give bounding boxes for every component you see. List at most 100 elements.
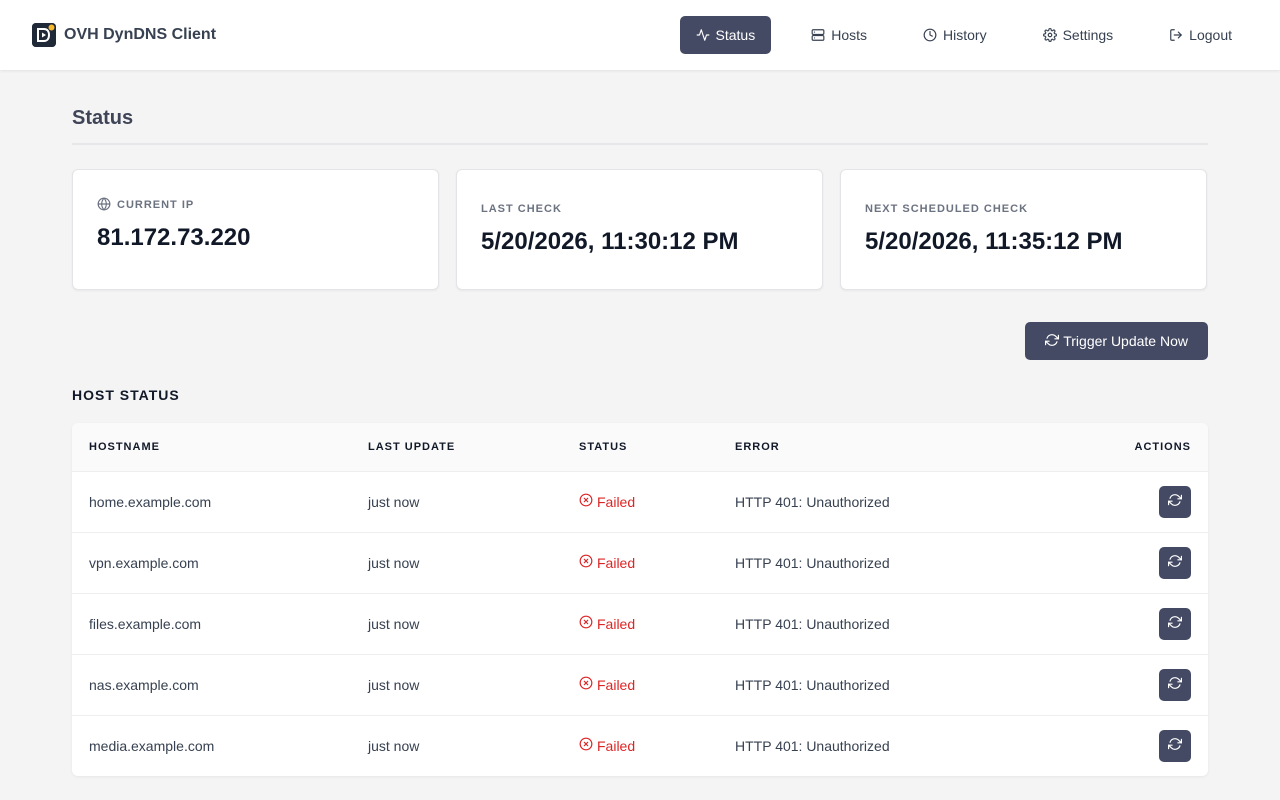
trigger-update-label: Trigger Update Now <box>1063 333 1188 349</box>
refresh-icon <box>1168 615 1182 632</box>
row-refresh-button[interactable] <box>1159 546 1191 579</box>
cell-hostname: media.example.com <box>89 737 215 754</box>
table-row: files.example.com just now Failed HTTP 4… <box>72 593 1208 655</box>
clock-icon <box>923 28 937 42</box>
globe-icon <box>97 197 111 214</box>
cell-error: HTTP 401: Unauthorized <box>718 593 1050 655</box>
cell-last-update: just now <box>351 471 562 533</box>
summary-cards: CURRENT IP 81.172.73.220 LAST CHECK 5/20… <box>72 169 1208 290</box>
nav-history-label: History <box>943 27 987 43</box>
main-content: Status CURRENT IP 81.172.73.220 LAST CHE… <box>72 70 1208 776</box>
status-badge: Failed <box>579 554 635 571</box>
cell-last-update: just now <box>368 737 420 754</box>
nav-settings-label: Settings <box>1062 27 1114 43</box>
x-circle-icon <box>579 615 593 632</box>
status-label: Failed <box>597 493 636 510</box>
cell-hostname: vpn.example.com <box>72 532 351 594</box>
next-check-value: 5/20/2026, 11:35:12 PM <box>865 228 1123 255</box>
cell-hostname: nas.example.com <box>72 654 351 716</box>
nav-status[interactable]: Status <box>679 16 772 54</box>
cell-last-update: just now <box>351 532 562 594</box>
top-navbar: OVH DynDNS Client Status Hosts History S… <box>0 0 1280 70</box>
status-badge: Failed <box>579 737 635 754</box>
nav-hosts[interactable]: Hosts <box>795 16 883 54</box>
cell-status: Failed <box>562 532 718 594</box>
host-status-table-card: HOSTNAME LAST UPDATE STATUS ERROR ACTION… <box>72 423 1208 776</box>
activity-icon <box>696 28 710 42</box>
x-circle-icon <box>579 493 593 510</box>
nav-history[interactable]: History <box>907 16 1003 54</box>
refresh-icon <box>1045 333 1060 350</box>
status-badge: Failed <box>579 615 635 632</box>
cell-error: HTTP 401: Unauthorized <box>718 654 1050 716</box>
status-badge: Failed <box>579 676 635 693</box>
status-label: Failed <box>597 676 636 693</box>
nav-settings[interactable]: Settings <box>1027 16 1130 54</box>
table-row: home.example.com just now Failed HTTP 40… <box>72 471 1208 533</box>
row-refresh-button[interactable] <box>1159 729 1191 762</box>
cell-status: Failed <box>562 471 718 533</box>
main-nav: Status Hosts History Settings Logout <box>672 16 1248 54</box>
cell-status: Failed <box>562 715 718 776</box>
last-check-value: 5/20/2026, 11:30:12 PM <box>481 228 739 255</box>
col-actions: ACTIONS <box>1049 423 1208 472</box>
cell-error: HTTP 401: Unauthorized <box>718 532 1050 594</box>
host-status-title: HOST STATUS <box>72 387 180 403</box>
x-circle-icon <box>579 554 593 571</box>
cell-last-update: just now <box>351 654 562 716</box>
cell-actions <box>1049 593 1208 655</box>
cell-hostname: files.example.com <box>72 593 351 655</box>
trigger-update-button[interactable]: Trigger Update Now <box>1025 322 1208 360</box>
table-row: media.example.com just now Failed HTTP 4… <box>72 715 1208 776</box>
last-check-card: LAST CHECK 5/20/2026, 11:30:12 PM <box>456 169 823 290</box>
cell-status: Failed <box>562 593 718 655</box>
table-row: nas.example.com just now Failed HTTP 401… <box>72 654 1208 716</box>
next-check-card: NEXT SCHEDULED CHECK 5/20/2026, 11:35:12… <box>840 169 1207 290</box>
refresh-icon <box>1168 493 1182 510</box>
cell-actions <box>1049 654 1208 716</box>
x-circle-icon <box>579 737 593 754</box>
page-title: Status <box>72 107 1208 145</box>
current-ip-label: CURRENT IP <box>117 199 195 211</box>
app-title: OVH DynDNS Client <box>64 26 217 43</box>
refresh-icon <box>1168 676 1182 693</box>
current-ip-value: 81.172.73.220 <box>97 224 251 251</box>
table-row: vpn.example.com just now Failed HTTP 401… <box>72 532 1208 594</box>
cell-error: HTTP 401: Unauthorized <box>735 737 890 754</box>
nav-hosts-label: Hosts <box>831 27 868 43</box>
cell-actions <box>1049 715 1208 776</box>
col-last-update: LAST UPDATE <box>351 423 562 472</box>
row-refresh-button[interactable] <box>1159 485 1191 518</box>
next-check-label: NEXT SCHEDULED CHECK <box>865 203 1029 215</box>
cell-hostname: home.example.com <box>72 471 351 533</box>
status-label: Failed <box>597 737 636 754</box>
nav-status-label: Status <box>715 27 756 43</box>
actions-row: Trigger Update Now <box>72 322 1208 360</box>
last-check-label: LAST CHECK <box>481 203 562 215</box>
col-error: ERROR <box>718 423 1050 472</box>
status-label: Failed <box>597 615 636 632</box>
cell-actions <box>1049 532 1208 594</box>
col-hostname: HOSTNAME <box>72 423 351 472</box>
refresh-icon <box>1168 554 1182 571</box>
cell-actions <box>1049 471 1208 533</box>
nav-logout[interactable]: Logout <box>1153 16 1248 54</box>
row-refresh-button[interactable] <box>1159 607 1191 640</box>
gear-icon <box>1042 28 1057 42</box>
current-ip-label-row: CURRENT IP <box>97 197 414 214</box>
row-refresh-button[interactable] <box>1159 668 1191 701</box>
cell-status: Failed <box>562 654 718 716</box>
brand[interactable]: OVH DynDNS Client <box>32 23 216 47</box>
logout-icon <box>1169 28 1183 42</box>
status-label: Failed <box>597 554 636 571</box>
server-icon <box>811 28 825 42</box>
host-status-table: HOSTNAME LAST UPDATE STATUS ERROR ACTION… <box>72 423 1208 776</box>
table-header-row: HOSTNAME LAST UPDATE STATUS ERROR ACTION… <box>72 423 1208 472</box>
status-badge: Failed <box>579 493 635 510</box>
col-status: STATUS <box>562 423 718 472</box>
cell-last-update: just now <box>351 593 562 655</box>
x-circle-icon <box>579 676 593 693</box>
cell-error: HTTP 401: Unauthorized <box>718 471 1050 533</box>
app-logo-icon <box>32 23 56 47</box>
current-ip-card: CURRENT IP 81.172.73.220 <box>72 169 439 290</box>
